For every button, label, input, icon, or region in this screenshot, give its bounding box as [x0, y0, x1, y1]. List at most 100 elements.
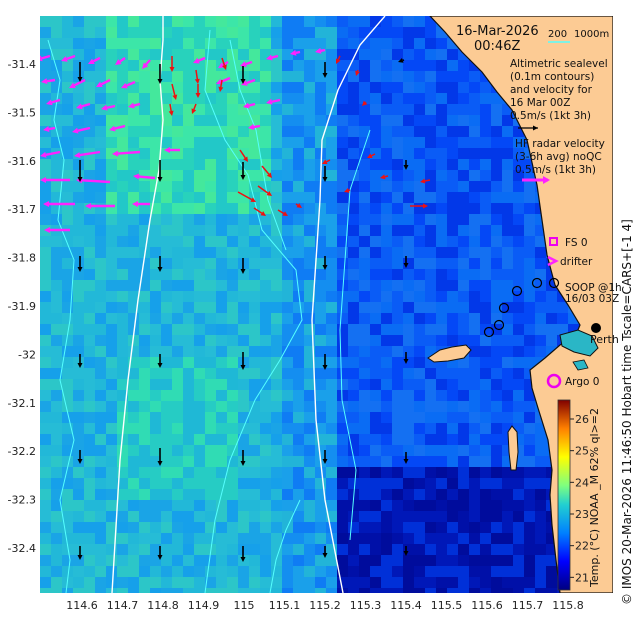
- sst-cell: [73, 159, 84, 170]
- sst-cell: [513, 390, 524, 401]
- sst-cell: [425, 93, 436, 104]
- sst-cell: [106, 533, 117, 544]
- sst-cell: [271, 159, 282, 170]
- sst-cell: [271, 346, 282, 357]
- sst-cell: [326, 544, 337, 555]
- sst-cell: [227, 27, 238, 38]
- sst-cell: [238, 115, 249, 126]
- sst-cell: [150, 203, 161, 214]
- sst-cell: [469, 115, 480, 126]
- sst-cell: [172, 38, 183, 49]
- sst-cell: [403, 544, 414, 555]
- sst-cell: [139, 82, 150, 93]
- sst-cell: [524, 533, 535, 544]
- sst-cell: [535, 214, 546, 225]
- sst-cell: [293, 225, 304, 236]
- sst-cell: [227, 71, 238, 82]
- sst-cell: [183, 82, 194, 93]
- sst-cell: [150, 27, 161, 38]
- sst-cell: [392, 368, 403, 379]
- velocity-arrow: [157, 448, 163, 466]
- sst-cell: [304, 71, 315, 82]
- sst-cell: [249, 478, 260, 489]
- sst-cell: [480, 423, 491, 434]
- sst-cell: [458, 258, 469, 269]
- sst-cell: [370, 500, 381, 511]
- sst-cell: [282, 302, 293, 313]
- sst-cell: [304, 258, 315, 269]
- sst-cell: [469, 368, 480, 379]
- sst-cell: [271, 93, 282, 104]
- velocity-arrow: [43, 126, 56, 132]
- sst-cell: [612, 71, 613, 82]
- sst-cell: [414, 82, 425, 93]
- sst-cell: [84, 269, 95, 280]
- sst-cell: [194, 247, 205, 258]
- sst-cell: [150, 16, 161, 27]
- sst-cell: [84, 60, 95, 71]
- sst-cell: [403, 500, 414, 511]
- sst-cell: [535, 445, 546, 456]
- sst-cell: [524, 357, 535, 368]
- sst-cell: [458, 236, 469, 247]
- sst-cell: [139, 511, 150, 522]
- sst-cell: [51, 478, 62, 489]
- sst-cell: [535, 302, 546, 313]
- sst-cell: [513, 357, 524, 368]
- sst-cell: [337, 555, 348, 566]
- sst-cell: [348, 511, 359, 522]
- sst-cell: [128, 93, 139, 104]
- sst-cell: [491, 368, 502, 379]
- sst-cell: [271, 522, 282, 533]
- sst-cell: [139, 181, 150, 192]
- sst-cell: [502, 126, 513, 137]
- sst-cell: [447, 511, 458, 522]
- sst-cell: [150, 577, 161, 588]
- sst-cell: [447, 313, 458, 324]
- velocity-arrow: [277, 209, 288, 216]
- sst-cell: [161, 247, 172, 258]
- sst-cell: [304, 412, 315, 423]
- sst-cell: [227, 93, 238, 104]
- sst-cell: [139, 357, 150, 368]
- sst-cell: [260, 49, 271, 60]
- sst-cell: [348, 71, 359, 82]
- sst-cell: [238, 49, 249, 60]
- sst-cell: [436, 214, 447, 225]
- sst-cell: [128, 16, 139, 27]
- sst-cell: [282, 236, 293, 247]
- sst-cell: [293, 159, 304, 170]
- sst-cell: [326, 93, 337, 104]
- sst-cell: [381, 203, 392, 214]
- sst-cell: [73, 533, 84, 544]
- sst-cell: [161, 225, 172, 236]
- sst-cell: [348, 368, 359, 379]
- sst-cell: [315, 555, 326, 566]
- sst-cell: [172, 313, 183, 324]
- sst-cell: [425, 379, 436, 390]
- sst-cell: [370, 324, 381, 335]
- sst-cell: [535, 335, 546, 346]
- sst-cell: [106, 159, 117, 170]
- sst-cell: [194, 60, 205, 71]
- velocity-arrow: [157, 64, 163, 84]
- sst-cell: [117, 445, 128, 456]
- sst-cell: [425, 500, 436, 511]
- sst-cell: [326, 16, 337, 27]
- sst-cell: [106, 467, 117, 478]
- sst-cell: [337, 236, 348, 247]
- sst-cell: [381, 533, 392, 544]
- sst-cell: [95, 434, 106, 445]
- sst-cell: [40, 104, 51, 115]
- sst-cell: [205, 302, 216, 313]
- sst-cell: [337, 192, 348, 203]
- sst-cell: [370, 368, 381, 379]
- sst-cell: [403, 456, 414, 467]
- sst-cell: [161, 115, 172, 126]
- sst-cell: [139, 93, 150, 104]
- sst-cell: [436, 588, 447, 593]
- sst-cell: [425, 555, 436, 566]
- sst-cell: [436, 522, 447, 533]
- sst-cell: [359, 225, 370, 236]
- sst-cell: [95, 71, 106, 82]
